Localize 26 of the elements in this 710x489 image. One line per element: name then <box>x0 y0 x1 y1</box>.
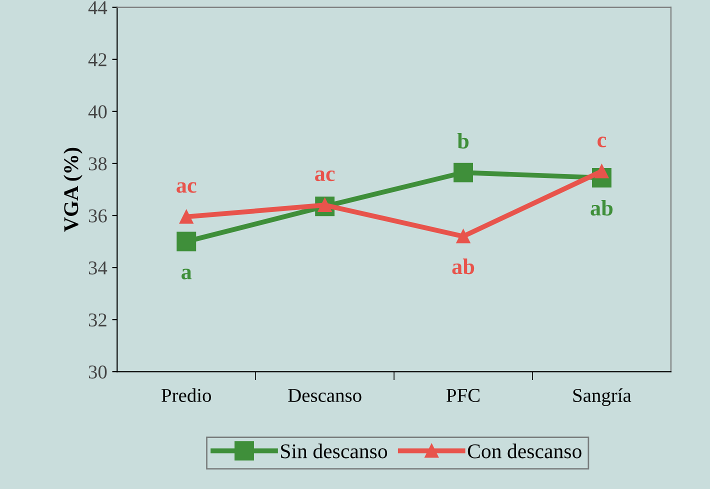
x-tick-label: Sangría <box>573 388 632 406</box>
point <box>456 229 470 244</box>
y-tick-label: 30 <box>88 365 107 379</box>
data-label: b <box>457 132 469 149</box>
legend-label: Con descanso <box>468 444 582 458</box>
data-label: ac <box>176 182 196 193</box>
x-tick-label: Predio <box>162 388 212 402</box>
legend-label: Sin descanso <box>281 444 388 458</box>
y-tick-label: 44 <box>88 1 108 14</box>
y-axis-title: VGA (%) <box>64 148 82 232</box>
data-label: ab <box>590 200 613 216</box>
y-tick-label: 42 <box>88 53 106 66</box>
data-label: ac <box>315 170 335 182</box>
data-label: a <box>182 268 192 280</box>
y-tick-label: 40 <box>88 105 107 118</box>
y-tick-label: 36 <box>88 209 107 222</box>
data-label: ab <box>452 258 474 274</box>
y-tick-label: 38 <box>88 157 107 170</box>
y-tick-label: 34 <box>88 261 108 274</box>
data-label: c <box>598 136 606 148</box>
x-tick-label: PFC <box>446 388 480 402</box>
y-tick-label: 32 <box>88 313 106 327</box>
point <box>454 162 473 182</box>
point <box>176 232 196 252</box>
x-tick-label: Descanso <box>288 389 362 402</box>
point <box>179 210 194 224</box>
